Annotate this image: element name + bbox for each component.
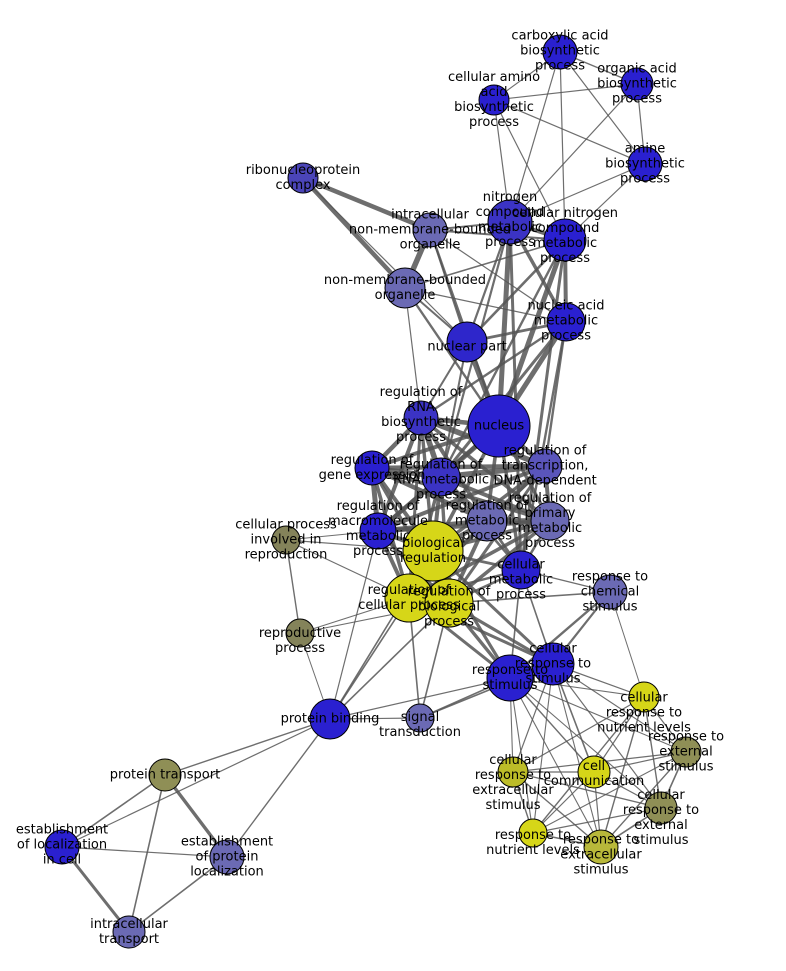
graph-node[interactable]: [497, 756, 529, 788]
graph-edge: [404, 287, 422, 419]
graph-node[interactable]: [424, 578, 474, 628]
graph-edge: [300, 175, 408, 291]
graph-node[interactable]: [620, 67, 654, 101]
graph-edge: [300, 175, 433, 233]
graph-edge: [61, 846, 228, 858]
graph-node[interactable]: [287, 162, 319, 194]
graph-edge: [493, 83, 638, 101]
graph-edge: [164, 718, 331, 776]
graph-node[interactable]: [583, 829, 619, 865]
graph-edge: [465, 238, 567, 344]
graph-edge: [512, 696, 645, 773]
graph-node[interactable]: [530, 501, 570, 541]
graph-edge: [493, 99, 646, 165]
graph-node[interactable]: [112, 915, 146, 949]
graph-node[interactable]: [543, 218, 587, 262]
graph-node[interactable]: [309, 698, 351, 740]
graph-edge: [509, 677, 662, 809]
graph-edge: [512, 771, 662, 809]
graph-edge: [60, 845, 131, 934]
graph-node[interactable]: [403, 400, 439, 436]
graph-node[interactable]: [627, 146, 663, 182]
graph-node[interactable]: [466, 500, 508, 542]
graph-edge: [509, 83, 638, 223]
graph-edge: [532, 663, 554, 834]
graph-edge: [509, 677, 687, 753]
graph-edge: [128, 856, 228, 933]
graph-node[interactable]: [546, 302, 586, 342]
graph-node[interactable]: [577, 755, 611, 789]
graph-edge: [509, 51, 561, 223]
graph-node[interactable]: [527, 448, 563, 484]
graph-edge: [370, 466, 552, 523]
graph-edge: [369, 463, 548, 471]
graph-node[interactable]: [542, 34, 578, 70]
graph-edge: [226, 718, 331, 858]
graph-edge: [61, 718, 331, 848]
graph-edge: [302, 177, 468, 343]
graph-edge: [600, 751, 687, 848]
graph-edge: [369, 465, 490, 524]
graph-edge: [419, 416, 552, 523]
graph-edge: [329, 602, 450, 720]
graph-node[interactable]: [487, 199, 533, 245]
graph-edge: [512, 771, 602, 848]
graph-node[interactable]: [531, 642, 575, 686]
node-layer: [44, 34, 702, 949]
graph-edge: [496, 219, 513, 429]
graph-node[interactable]: [518, 818, 548, 848]
graph-node[interactable]: [402, 520, 464, 582]
graph-node[interactable]: [209, 839, 245, 875]
graph-edge: [552, 663, 662, 809]
graph-edge: [519, 320, 568, 572]
graph-node[interactable]: [44, 829, 80, 865]
graph-node[interactable]: [285, 618, 315, 648]
graph-edge: [404, 287, 567, 323]
graph-edge: [404, 239, 566, 289]
graph-node[interactable]: [421, 457, 461, 497]
graph-node[interactable]: [271, 525, 301, 555]
graph-edge: [559, 51, 646, 165]
graph-node[interactable]: [467, 394, 531, 458]
graph-node[interactable]: [592, 574, 628, 610]
edge-layer: [60, 51, 687, 934]
graph-node[interactable]: [486, 654, 534, 702]
graph-edge: [376, 464, 547, 533]
graph-node[interactable]: [446, 321, 488, 363]
graph-edge: [509, 163, 646, 223]
graph-node[interactable]: [384, 267, 426, 309]
graph-node[interactable]: [359, 512, 397, 550]
graph-edge: [496, 237, 568, 429]
graph-edge: [329, 677, 511, 720]
graph-node[interactable]: [412, 212, 448, 248]
graph-edge: [552, 663, 687, 753]
graph-edge: [429, 229, 567, 323]
graph-edge: [559, 51, 566, 241]
graph-node[interactable]: [501, 550, 541, 590]
graph-edge: [532, 807, 662, 834]
graph-node[interactable]: [148, 758, 182, 792]
graph-edge: [285, 539, 301, 634]
graph-edge: [493, 99, 566, 241]
graph-edge: [643, 696, 662, 809]
graph-edge: [419, 320, 568, 420]
graph-node[interactable]: [354, 450, 390, 486]
graph-edge: [419, 663, 554, 719]
graph-node[interactable]: [405, 703, 435, 733]
graph-edge: [609, 591, 645, 698]
graph-edge: [448, 591, 611, 604]
graph-edge: [509, 677, 534, 834]
graph-edge: [61, 774, 166, 848]
graph-node[interactable]: [628, 681, 660, 713]
graph-edge: [509, 677, 602, 848]
graph-edge: [552, 663, 602, 848]
graph-edge: [329, 530, 379, 720]
graph-edge: [600, 696, 645, 848]
graph-node[interactable]: [644, 791, 678, 825]
graph-node[interactable]: [478, 84, 510, 116]
graph-edge: [532, 751, 687, 834]
graph-node[interactable]: [670, 736, 702, 768]
